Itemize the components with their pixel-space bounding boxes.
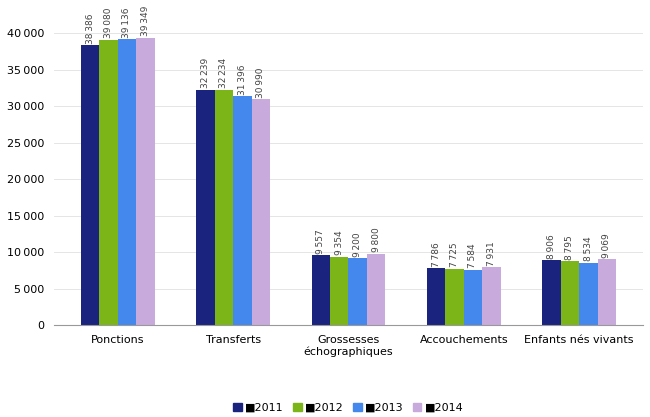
- Bar: [311, 256, 330, 325]
- Bar: [252, 99, 270, 325]
- Text: 9 354: 9 354: [335, 231, 344, 256]
- Legend: ■2011, ■2012, ■2013, ■2014: ■2011, ■2012, ■2013, ■2014: [229, 398, 468, 417]
- Bar: [99, 40, 118, 325]
- Text: 32 234: 32 234: [219, 58, 228, 88]
- Bar: [196, 90, 214, 325]
- Bar: [330, 257, 348, 325]
- Text: 9 800: 9 800: [372, 228, 381, 252]
- Bar: [367, 254, 385, 325]
- Bar: [445, 269, 463, 325]
- Text: 38 386: 38 386: [86, 13, 94, 43]
- Text: 9 557: 9 557: [317, 229, 325, 254]
- Text: 39 136: 39 136: [122, 8, 131, 38]
- Text: 39 080: 39 080: [104, 8, 113, 38]
- Bar: [214, 90, 233, 325]
- Bar: [81, 45, 99, 325]
- Bar: [348, 258, 367, 325]
- Bar: [542, 260, 561, 325]
- Text: 8 906: 8 906: [547, 234, 556, 259]
- Bar: [597, 259, 616, 325]
- Text: 32 239: 32 239: [201, 58, 210, 88]
- Text: 30 990: 30 990: [256, 67, 265, 98]
- Bar: [482, 267, 500, 325]
- Bar: [463, 270, 482, 325]
- Text: 31 396: 31 396: [238, 64, 247, 95]
- Text: 7 725: 7 725: [450, 243, 459, 267]
- Bar: [118, 40, 136, 325]
- Bar: [579, 263, 597, 325]
- Bar: [233, 96, 252, 325]
- Text: 7 584: 7 584: [469, 244, 478, 269]
- Bar: [561, 261, 579, 325]
- Text: 8 795: 8 795: [566, 235, 575, 259]
- Text: 9 200: 9 200: [353, 232, 362, 256]
- Text: 9 069: 9 069: [603, 233, 611, 258]
- Text: 39 349: 39 349: [141, 6, 150, 36]
- Bar: [136, 38, 155, 325]
- Text: 7 931: 7 931: [487, 241, 496, 266]
- Text: 7 786: 7 786: [432, 242, 441, 267]
- Bar: [427, 269, 445, 325]
- Text: 8 534: 8 534: [584, 237, 593, 261]
